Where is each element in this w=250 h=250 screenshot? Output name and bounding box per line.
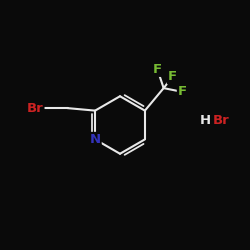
Text: F: F (153, 63, 162, 76)
Text: H: H (200, 114, 210, 126)
Text: F: F (178, 86, 187, 98)
Text: N: N (90, 133, 101, 146)
Text: F: F (168, 70, 177, 83)
Text: Br: Br (213, 114, 230, 126)
Text: Br: Br (27, 102, 44, 114)
